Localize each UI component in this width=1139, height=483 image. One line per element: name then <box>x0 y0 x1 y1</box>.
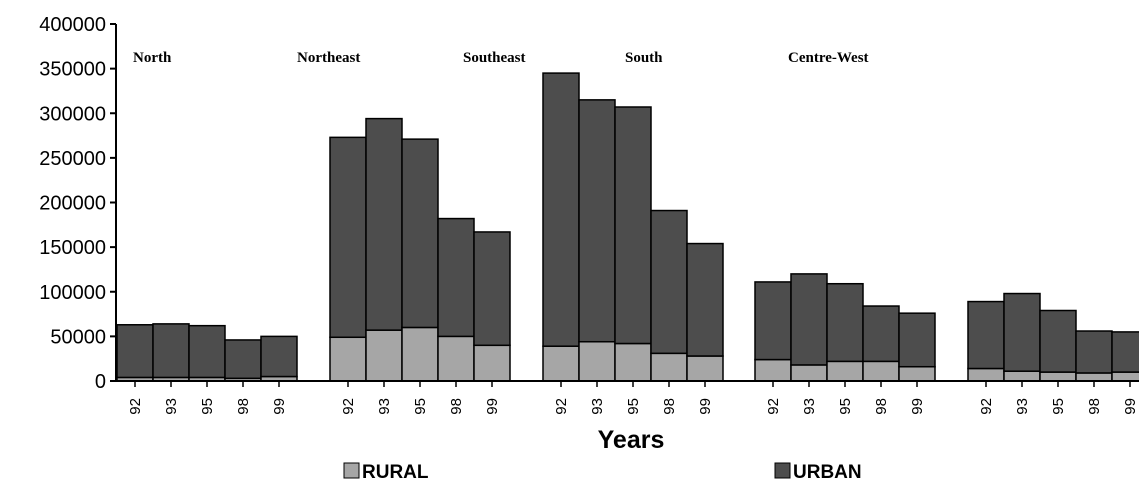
x-tick-label: 93 <box>801 398 818 415</box>
region-label: South <box>625 50 663 66</box>
bar-segment-rural <box>898 365 936 382</box>
bar-segment-rural <box>826 360 864 382</box>
x-tick-label: 98 <box>448 398 465 415</box>
bar-segment-urban <box>473 231 511 347</box>
x-tick-label: 95 <box>837 398 854 415</box>
bar-segment-rural <box>329 336 367 382</box>
x-tick-label: 99 <box>271 398 288 415</box>
bar-segment-urban <box>614 106 652 345</box>
bar-segment-urban <box>1075 330 1113 374</box>
x-tick-label: 92 <box>553 398 570 415</box>
legend-swatch-urban <box>774 462 791 479</box>
bar-segment-urban <box>650 209 688 355</box>
bar-segment-urban <box>1003 292 1041 372</box>
axis-layer <box>110 23 1139 387</box>
y-tick-label: 400000 <box>39 14 106 36</box>
bar-segment-urban <box>862 305 900 363</box>
x-tick-label: 92 <box>765 398 782 415</box>
bar-segment-urban <box>826 282 864 363</box>
x-tick-label: 95 <box>412 398 429 415</box>
bar-segment-urban <box>116 324 154 379</box>
x-tick-label: 93 <box>589 398 606 415</box>
y-tick-label: 150000 <box>39 237 106 259</box>
bar-segment-rural <box>967 367 1005 382</box>
bar-segment-rural <box>862 360 900 382</box>
bar-segment-urban <box>898 312 936 368</box>
bar-segment-rural <box>790 364 828 382</box>
bar-segment-urban <box>152 323 190 379</box>
legend: RURAL URBAN <box>343 462 862 483</box>
bar-segment-rural <box>686 355 724 382</box>
x-tick-label: 99 <box>697 398 714 415</box>
region-label: Southeast <box>463 50 526 66</box>
x-tick-label: 93 <box>163 398 180 415</box>
x-tick-label: 98 <box>661 398 678 415</box>
bar-segment-urban <box>365 117 403 331</box>
bar-segment-urban <box>1111 331 1139 373</box>
x-tick-label: 95 <box>1050 398 1067 415</box>
x-tick-label: 92 <box>127 398 144 415</box>
bar-segment-rural <box>542 345 580 382</box>
bar-segment-rural <box>754 358 792 382</box>
y-tick-label: 50000 <box>50 326 106 348</box>
bar-segment-rural <box>365 329 403 382</box>
bar-segment-urban <box>542 72 580 347</box>
bar-segment-urban <box>754 281 792 361</box>
bar-segment-urban <box>790 273 828 366</box>
x-tick-label: 93 <box>376 398 393 415</box>
x-tick-label: 99 <box>484 398 501 415</box>
y-tick-label: 100000 <box>39 282 106 304</box>
bar-segment-rural <box>614 342 652 382</box>
x-tick-label: 98 <box>235 398 252 415</box>
x-tick-label: 98 <box>873 398 890 415</box>
y-tick-label: 300000 <box>39 103 106 125</box>
bar-segment-urban <box>329 136 367 339</box>
x-tick-label: 92 <box>340 398 357 415</box>
x-tick-label: 92 <box>978 398 995 415</box>
legend-label-urban: URBAN <box>793 462 862 483</box>
x-tick-label: 99 <box>909 398 926 415</box>
y-tick-label: 200000 <box>39 193 106 215</box>
y-tick-label: 350000 <box>39 59 106 81</box>
x-tick-label: 95 <box>199 398 216 415</box>
bar-segment-rural <box>1039 371 1077 382</box>
x-tick-label: 95 <box>625 398 642 415</box>
region-label: Centre-West <box>788 50 869 66</box>
bar-segment-rural <box>473 344 511 382</box>
bar-segment-urban <box>686 242 724 357</box>
bar-segment-urban <box>188 324 226 379</box>
bar-segment-rural <box>578 340 616 382</box>
region-label: North <box>133 50 172 66</box>
x-tick-label: 98 <box>1086 398 1103 415</box>
y-tick-label: 0 <box>95 371 106 393</box>
bar-segment-urban <box>224 339 262 380</box>
bar-segment-rural <box>437 335 475 382</box>
bar-segment-urban <box>967 300 1005 370</box>
bar-segment-urban <box>437 217 475 338</box>
x-axis-title: Years <box>598 426 665 454</box>
legend-label-rural: RURAL <box>362 462 429 483</box>
bar-segment-urban <box>578 99 616 343</box>
region-label: Northeast <box>297 50 360 66</box>
legend-swatch-rural <box>343 462 360 479</box>
bar-segment-urban <box>401 138 439 329</box>
y-tick-label: 250000 <box>39 148 106 170</box>
bar-segment-rural <box>1075 372 1113 382</box>
bar-segment-rural <box>1111 371 1139 382</box>
bar-segment-rural <box>650 352 688 382</box>
bar-segment-urban <box>260 335 298 378</box>
bar-segment-rural <box>401 326 439 382</box>
x-tick-label: 99 <box>1122 398 1139 415</box>
bars-layer <box>116 72 1139 382</box>
bar-segment-rural <box>1003 370 1041 382</box>
x-tick-label: 93 <box>1014 398 1031 415</box>
bar-segment-urban <box>1039 309 1077 373</box>
